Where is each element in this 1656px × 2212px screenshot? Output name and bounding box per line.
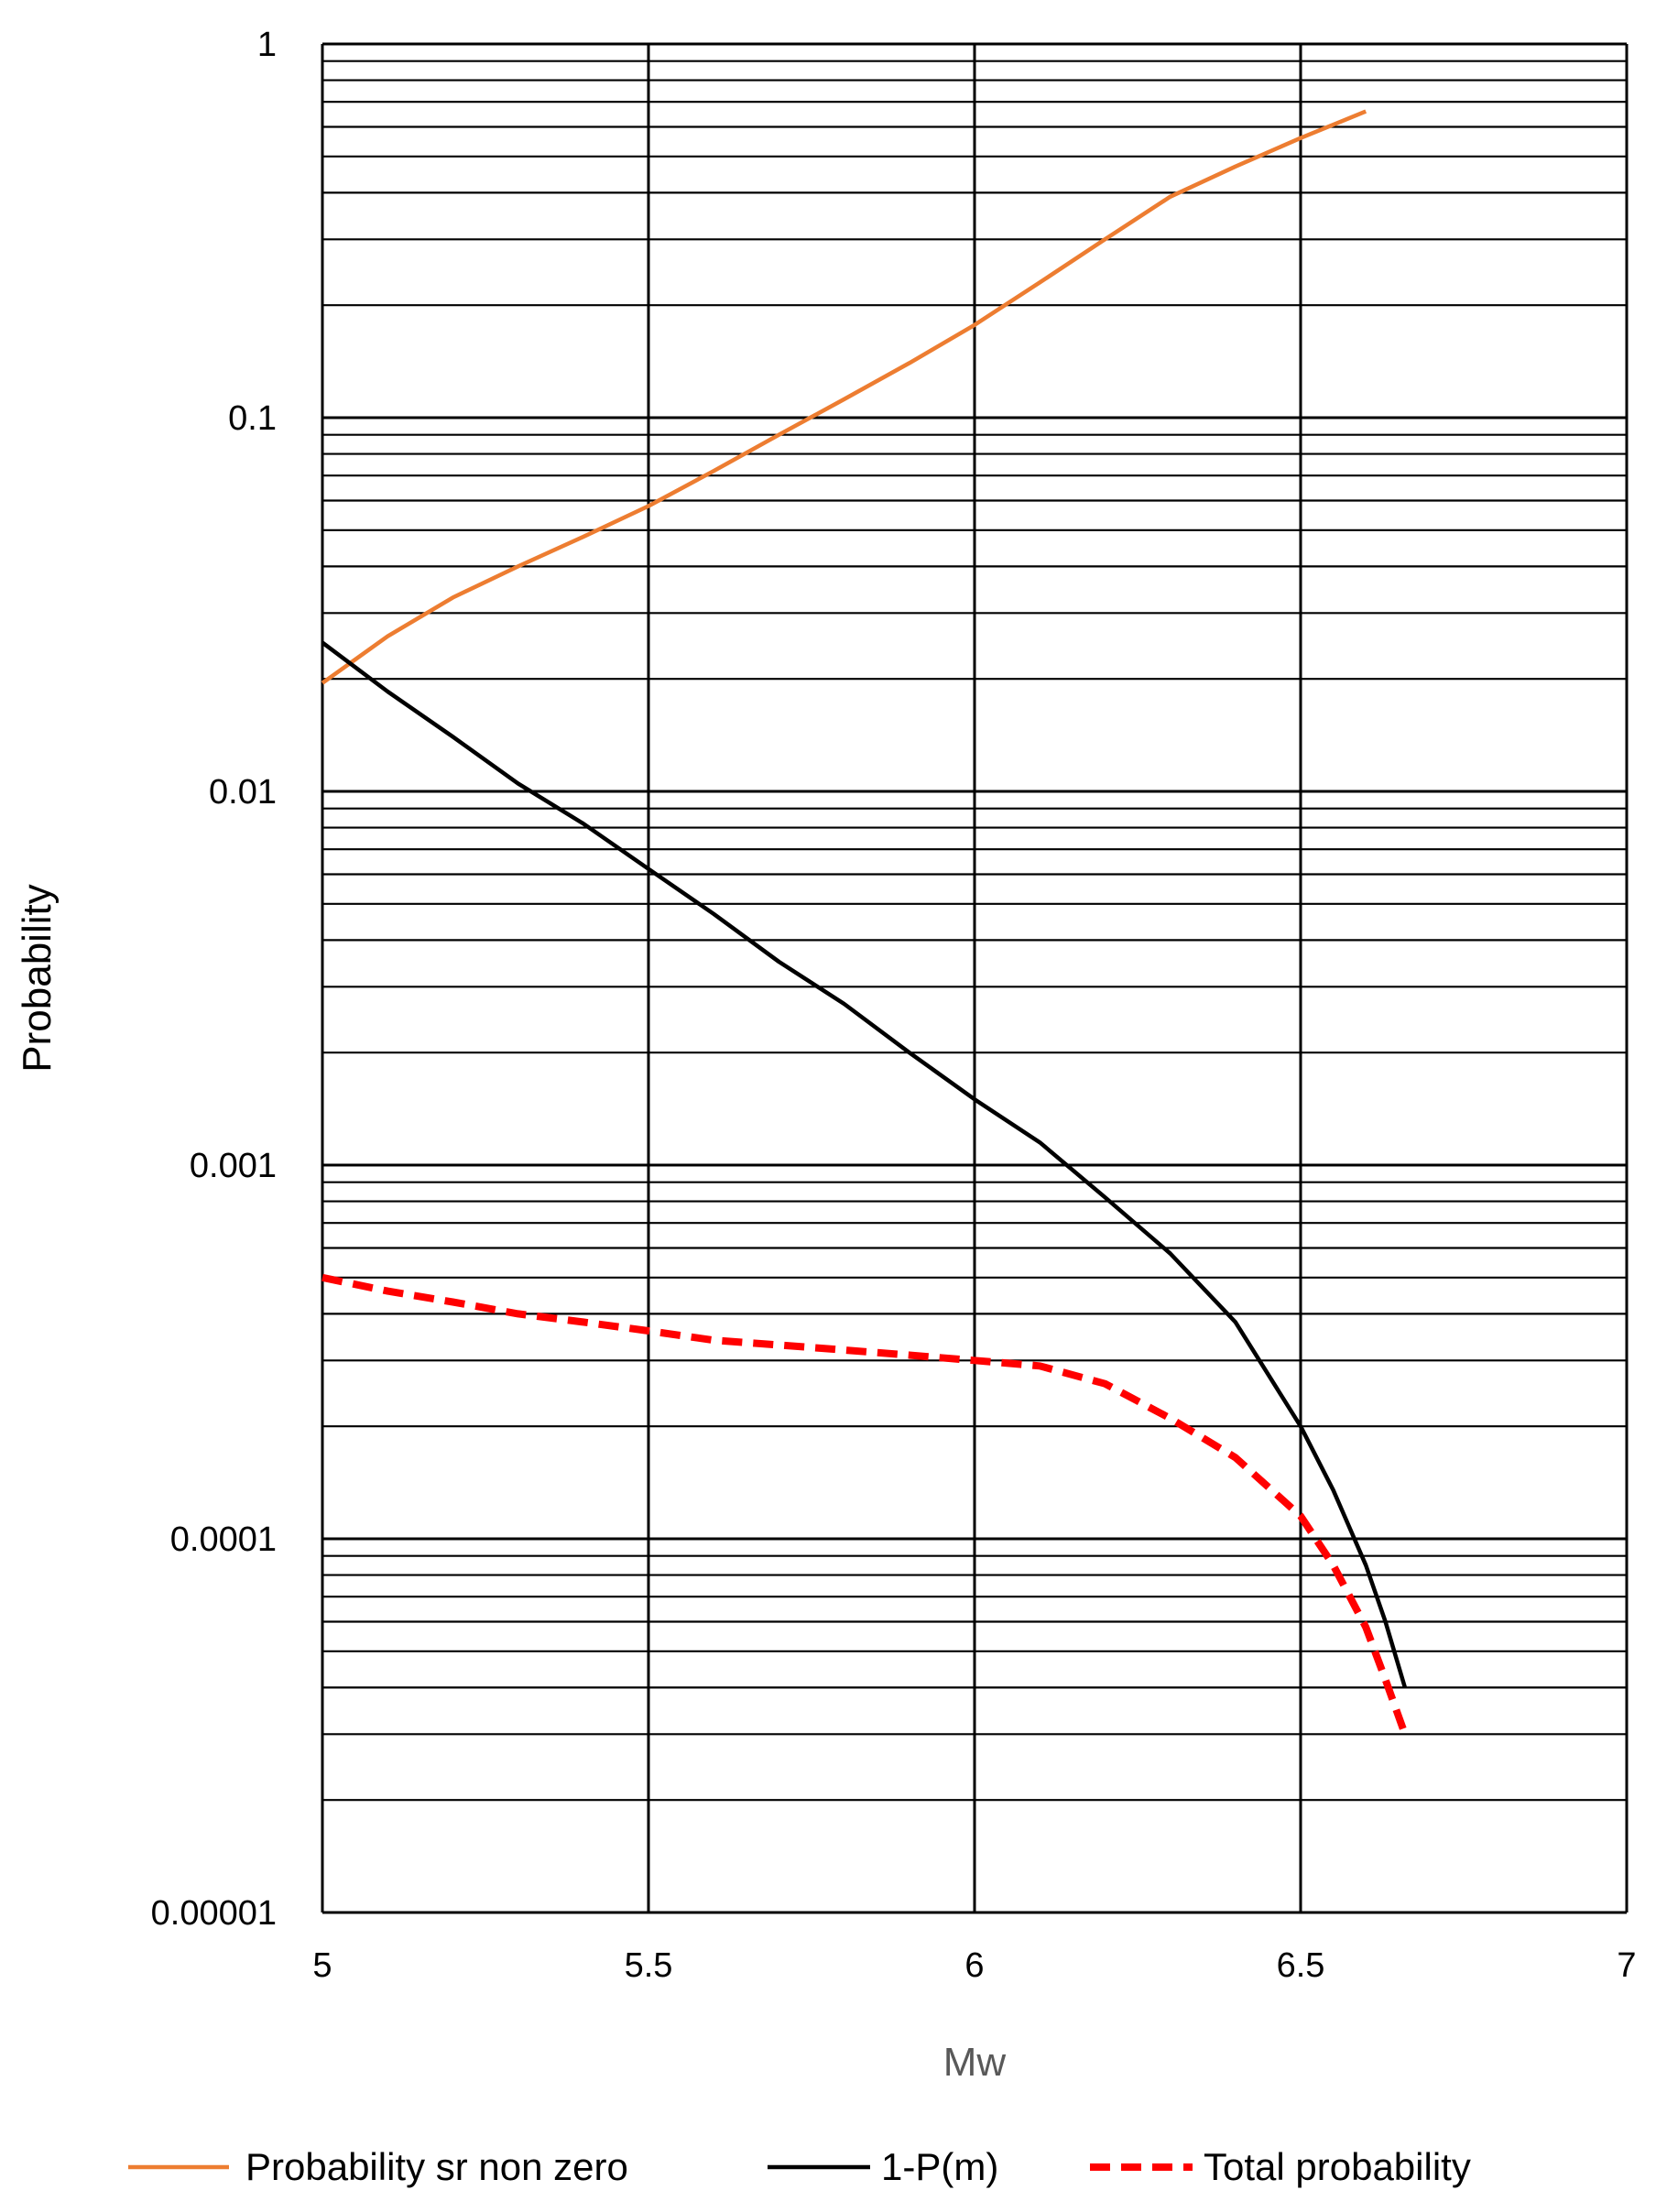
legend-label-1: Probability sr non zero: [245, 2145, 628, 2188]
y-tick-labels: 1 0.1 0.01 0.001 0.0001 0.00001: [151, 26, 277, 1933]
x-tick-label: 5: [312, 1946, 332, 1985]
series-line-1: [321, 109, 1367, 685]
series-line-3: [321, 1273, 1409, 1736]
legend-label-2: 1-P(m): [881, 2145, 998, 2188]
x-axis-title: Mw: [943, 2040, 1007, 2085]
y-tick-label: 0.001: [190, 1147, 277, 1185]
x-tick-label: 5.5: [625, 1946, 673, 1985]
y-tick-label: 0.00001: [151, 1894, 277, 1933]
x-tick-label: 7: [1617, 1946, 1636, 1985]
y-axis-title: Probability: [15, 884, 60, 1072]
x-tick-label: 6: [964, 1946, 984, 1985]
grid: [321, 42, 1629, 1914]
legend: Probability sr non zero 1-P(m) Total proba…: [128, 2145, 1471, 2188]
x-tick-label: 6.5: [1277, 1946, 1325, 1985]
y-tick-label: 0.0001: [170, 1520, 277, 1559]
y-tick-label: 0.1: [228, 399, 277, 438]
x-tick-labels: 5 5.5 6 6.5 7: [312, 1946, 1636, 1985]
y-tick-label: 0.01: [209, 773, 277, 812]
legend-label-3: Total probability: [1204, 2145, 1471, 2188]
series-group: [321, 109, 1409, 1736]
y-tick-label: 1: [257, 26, 277, 64]
series-line-2: [321, 640, 1408, 1689]
